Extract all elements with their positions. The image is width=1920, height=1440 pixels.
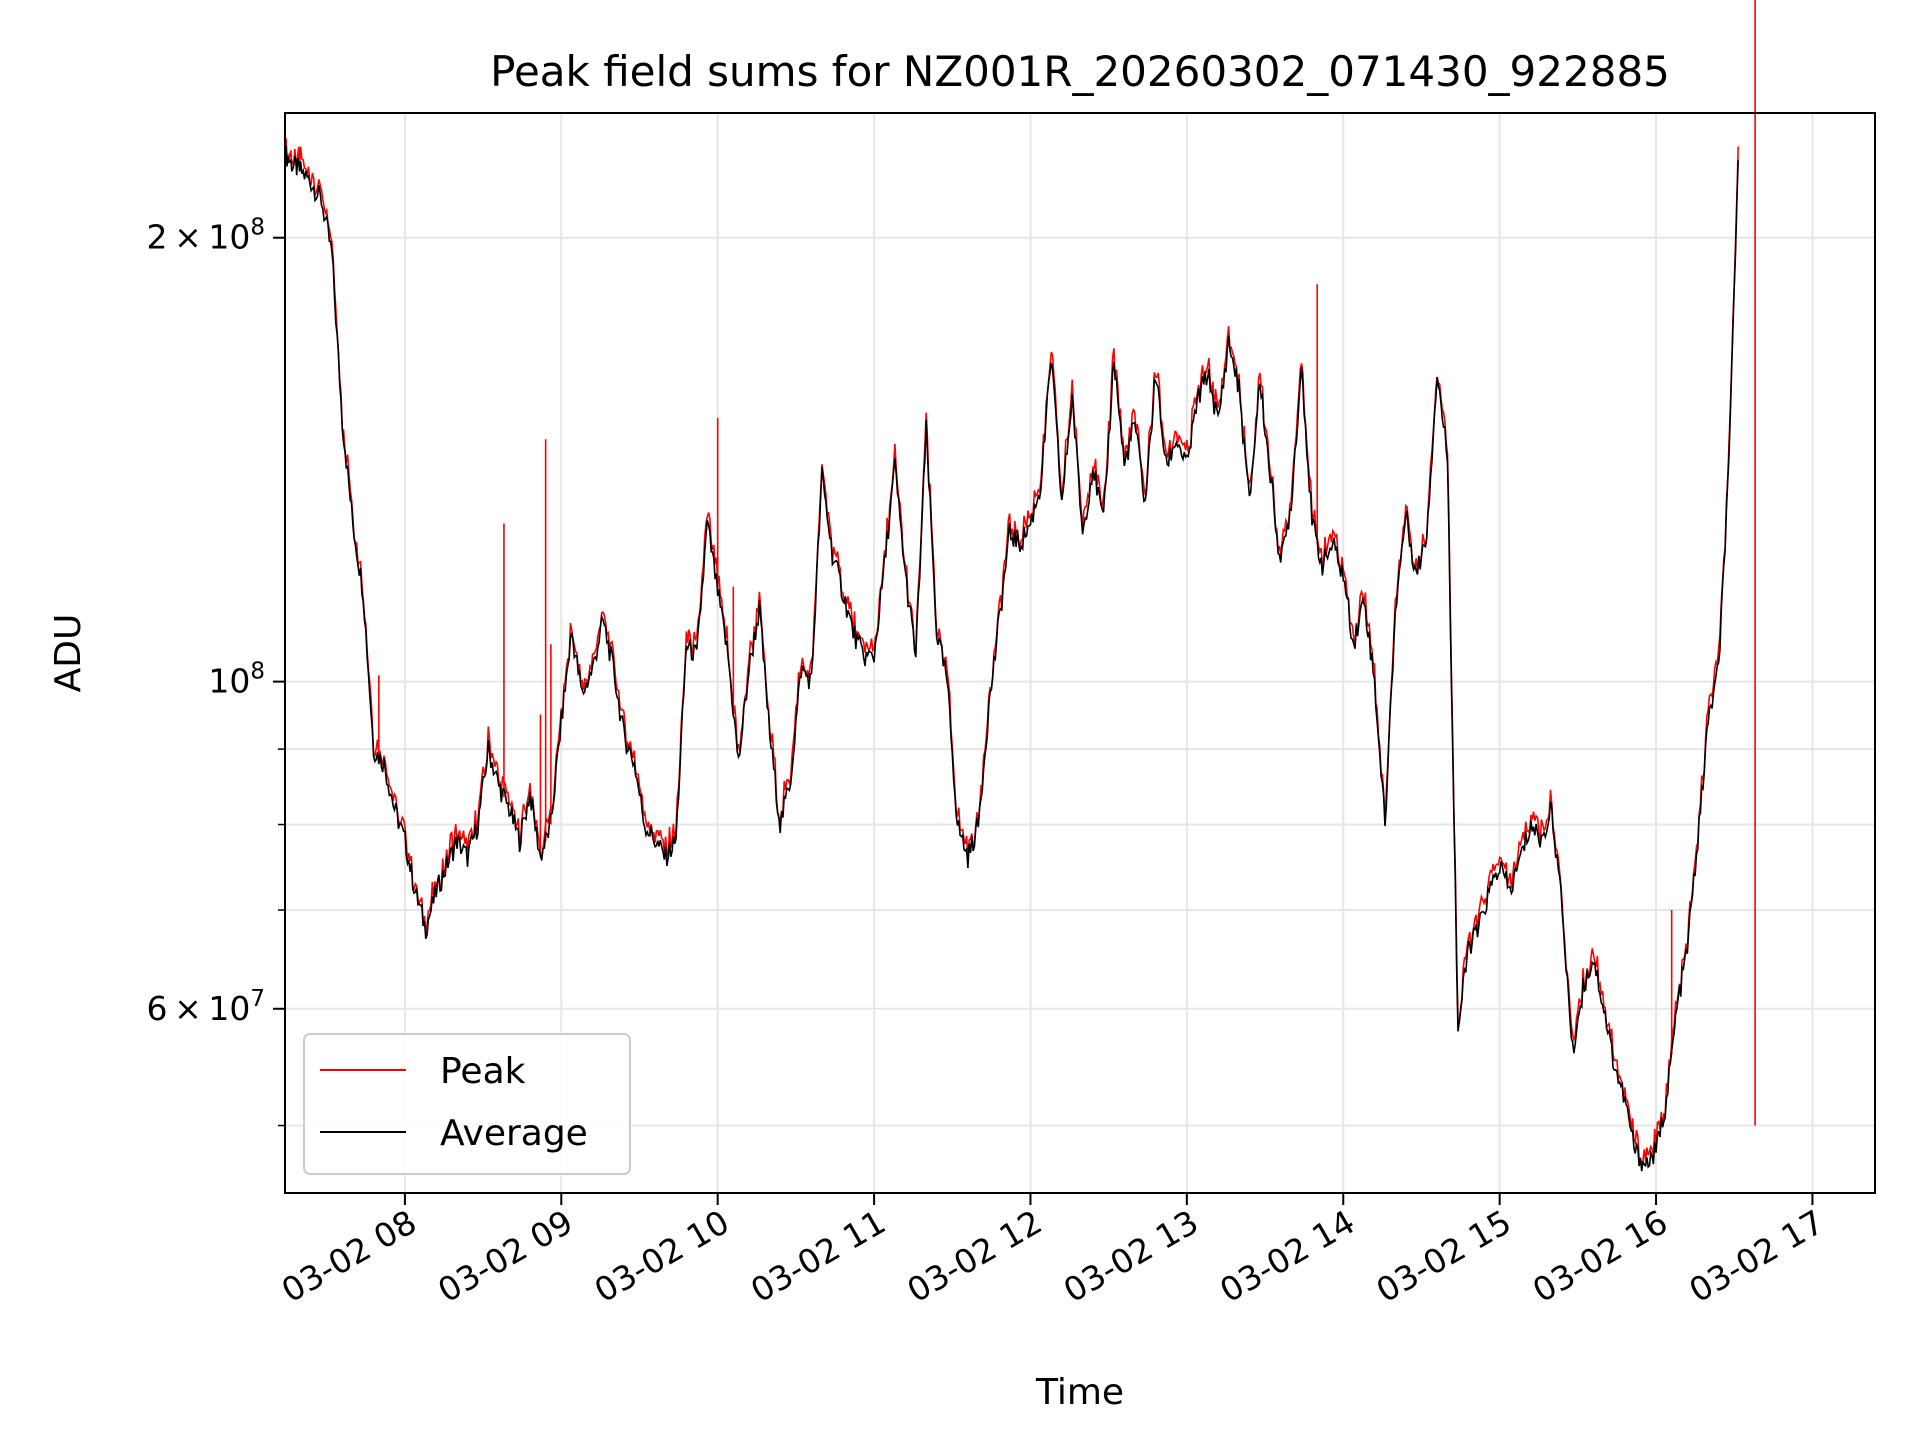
legend-peak-label: Peak [440, 1051, 526, 1092]
x-axis-label: Time [1035, 1372, 1124, 1413]
y-tick-label: 6 × 107 [147, 986, 265, 1028]
y-axis-label: ADU [48, 614, 89, 693]
legend: Peak Average [304, 1034, 630, 1174]
chart-title: Peak field sums for NZ001R_20260302_0714… [490, 47, 1670, 96]
y-tick-label: 2 × 108 [147, 215, 265, 257]
legend-average-label: Average [440, 1113, 588, 1154]
